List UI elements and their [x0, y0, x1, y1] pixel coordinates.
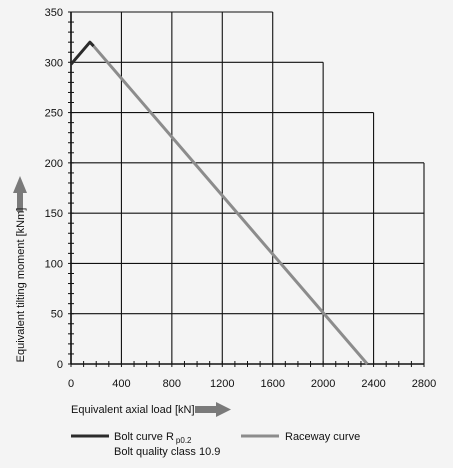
x-tick-label: 0 — [68, 378, 74, 390]
x-axis-label-group: Equivalent axial load [kN] — [71, 402, 231, 417]
series-line-raceway — [92, 45, 369, 365]
x-tick-label: 400 — [112, 378, 130, 390]
y-tick-label: 200 — [45, 158, 63, 170]
x-tick-label: 800 — [163, 378, 181, 390]
y-axis-label-group: Equivalent tilting moment [kNm] — [13, 176, 27, 362]
y-tick-label: 150 — [45, 208, 63, 220]
y-axis-label: Equivalent tilting moment [kNm] — [15, 208, 27, 363]
x-tick-label: 2800 — [412, 378, 436, 390]
legend-raceway-label: Raceway curve — [285, 431, 360, 443]
y-tick-label: 0 — [57, 359, 63, 371]
y-axis-arrow-icon — [17, 193, 23, 212]
x-axis-arrowhead-icon — [216, 402, 231, 417]
axes — [70, 12, 424, 365]
y-tick-label: 50 — [51, 309, 63, 321]
x-tick-label: 2400 — [361, 378, 385, 390]
series — [69, 40, 369, 365]
grid — [70, 11, 425, 365]
x-tick-label: 2000 — [311, 378, 335, 390]
legend-bolt-line2: Bolt quality class 10.9 — [114, 446, 220, 458]
series-line-bolt — [69, 40, 95, 66]
y-tick-label: 300 — [45, 57, 63, 69]
x-axis-arrow-icon — [195, 406, 217, 413]
legend-bolt-main: Bolt curve R — [114, 431, 174, 443]
tick-labels: 0 400 800 1200 1600 2000 2400 2800 0 50 100 150 200 2… — [45, 7, 437, 390]
y-tick-label: 250 — [45, 108, 63, 120]
y-tick-label: 100 — [45, 258, 63, 270]
x-axis-label: Equivalent axial load [kN] — [71, 404, 195, 416]
x-tick-label: 1200 — [210, 378, 234, 390]
y-axis-arrowhead-icon — [13, 176, 27, 193]
x-tick-label: 1600 — [260, 378, 284, 390]
legend-bolt-sub: p0.2 — [176, 436, 192, 445]
y-tick-label: 350 — [45, 7, 63, 19]
